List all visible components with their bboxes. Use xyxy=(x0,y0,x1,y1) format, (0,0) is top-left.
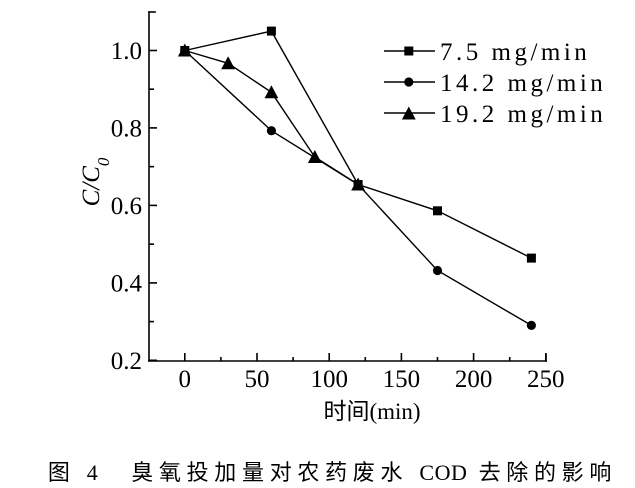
svg-text:14.2 mg/min: 14.2 mg/min xyxy=(440,70,606,97)
svg-text:250: 250 xyxy=(527,366,565,393)
svg-text:50: 50 xyxy=(245,366,270,393)
svg-text:19.2 mg/min: 19.2 mg/min xyxy=(440,101,606,128)
svg-text:200: 200 xyxy=(455,366,493,393)
svg-text:0.8: 0.8 xyxy=(111,115,142,142)
svg-text:1.0: 1.0 xyxy=(111,38,142,65)
svg-text:0.6: 0.6 xyxy=(111,193,142,220)
svg-text:C/C0: C/C0 xyxy=(78,157,113,206)
svg-text:0.4: 0.4 xyxy=(111,270,143,297)
svg-text:150: 150 xyxy=(383,366,421,393)
svg-text:7.5 mg/min: 7.5 mg/min xyxy=(440,39,590,66)
svg-text:0: 0 xyxy=(179,366,192,393)
svg-text:时间(min): 时间(min) xyxy=(323,399,420,424)
svg-text:0.2: 0.2 xyxy=(111,348,142,375)
svg-text:100: 100 xyxy=(310,366,348,393)
